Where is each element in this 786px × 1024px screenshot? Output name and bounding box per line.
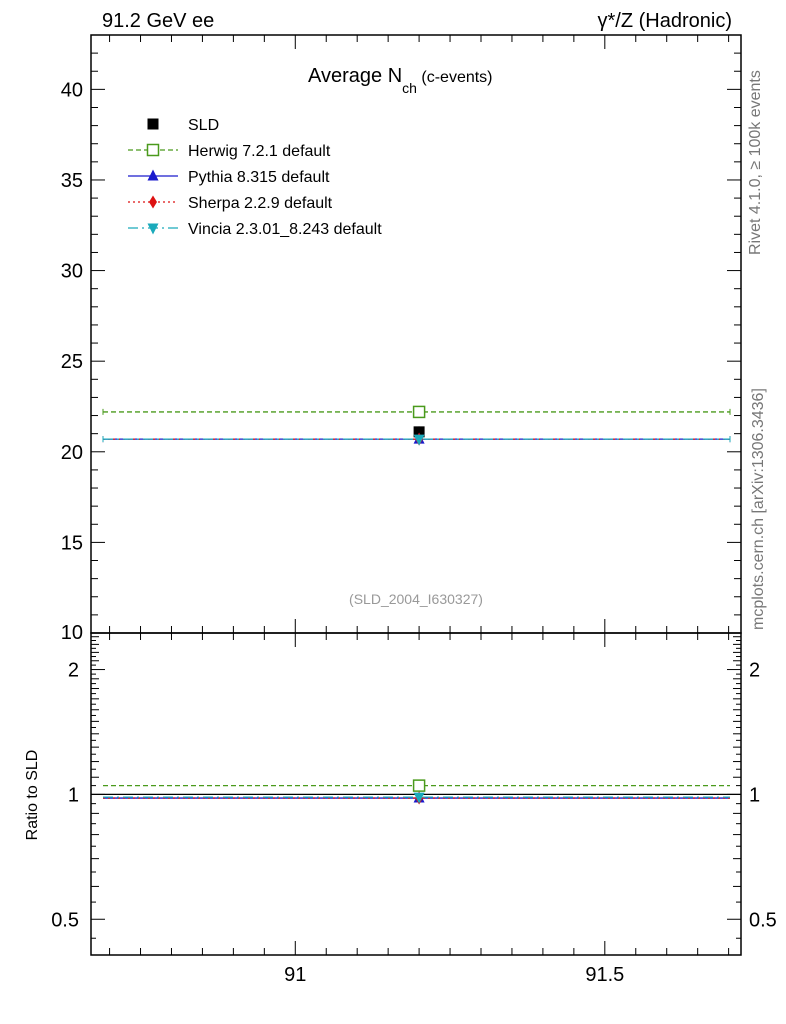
main-y-tick-label: 40 (61, 79, 83, 101)
ratio-y-tick-label-right: 1 (749, 784, 760, 806)
x-tick-label: 91.5 (585, 964, 624, 986)
main-y-tick-label: 35 (61, 170, 83, 192)
header-left: 91.2 GeV ee (102, 10, 214, 32)
main-y-tick-label: 25 (61, 351, 83, 373)
ratio-y-axis-label: Ratio to SLD (24, 750, 41, 841)
legend-sld-label: SLD (188, 117, 219, 134)
x-tick-label: 91 (284, 964, 306, 986)
legend-vincia-label: Vincia 2.3.01_8.243 default (188, 221, 382, 238)
legend-vincia-marker (147, 223, 159, 235)
main-y-tick-label: 30 (61, 261, 83, 283)
main-y-tick-label-edge: 10 (61, 622, 83, 644)
herwig-marker (412, 405, 426, 419)
legend-pythia-marker (147, 169, 159, 181)
side-label-bottom: mcplots.cern.ch [arXiv:1306.3436] (750, 388, 767, 630)
side-label-top: Rivet 4.1.0, ≥ 100k events (747, 70, 764, 255)
ratio-y-tick-label: 2 (68, 660, 79, 682)
main-y-tick-label: 20 (61, 442, 83, 464)
ratio-panel: 91 91.5 0.5 0.5 1 1 2 2 Ratio to SLD (24, 632, 777, 986)
main-y-tick-label: 15 (61, 532, 83, 554)
header-right: γ*/Z (Hadronic) (598, 10, 732, 32)
ratio-vincia-marker (413, 792, 425, 804)
legend-sherpa-marker (149, 195, 157, 209)
vincia-marker (413, 434, 425, 446)
ratio-y-tick-label-right: 2 (749, 660, 760, 682)
main-title: Average Nch (c-events) (308, 65, 493, 96)
analysis-watermark: (SLD_2004_I630327) (349, 591, 483, 607)
main-panel: 15 20 25 30 35 40 10 Average Nch (c-events) SLD H… (61, 34, 742, 644)
legend-sherpa-label: Sherpa 2.2.9 default (188, 195, 333, 212)
legend-herwig-marker (146, 143, 160, 157)
legend-pythia-label: Pythia 8.315 default (188, 169, 330, 186)
sld-marker (413, 426, 425, 438)
legend-sld-marker (147, 118, 159, 130)
ratio-y-tick-label-right: 0.5 (749, 909, 777, 931)
ratio-y-tick-label: 1 (68, 784, 79, 806)
legend-herwig-label: Herwig 7.2.1 default (188, 143, 331, 160)
ratio-y-tick-label: 0.5 (51, 909, 79, 931)
ratio-herwig-marker (412, 779, 426, 792)
